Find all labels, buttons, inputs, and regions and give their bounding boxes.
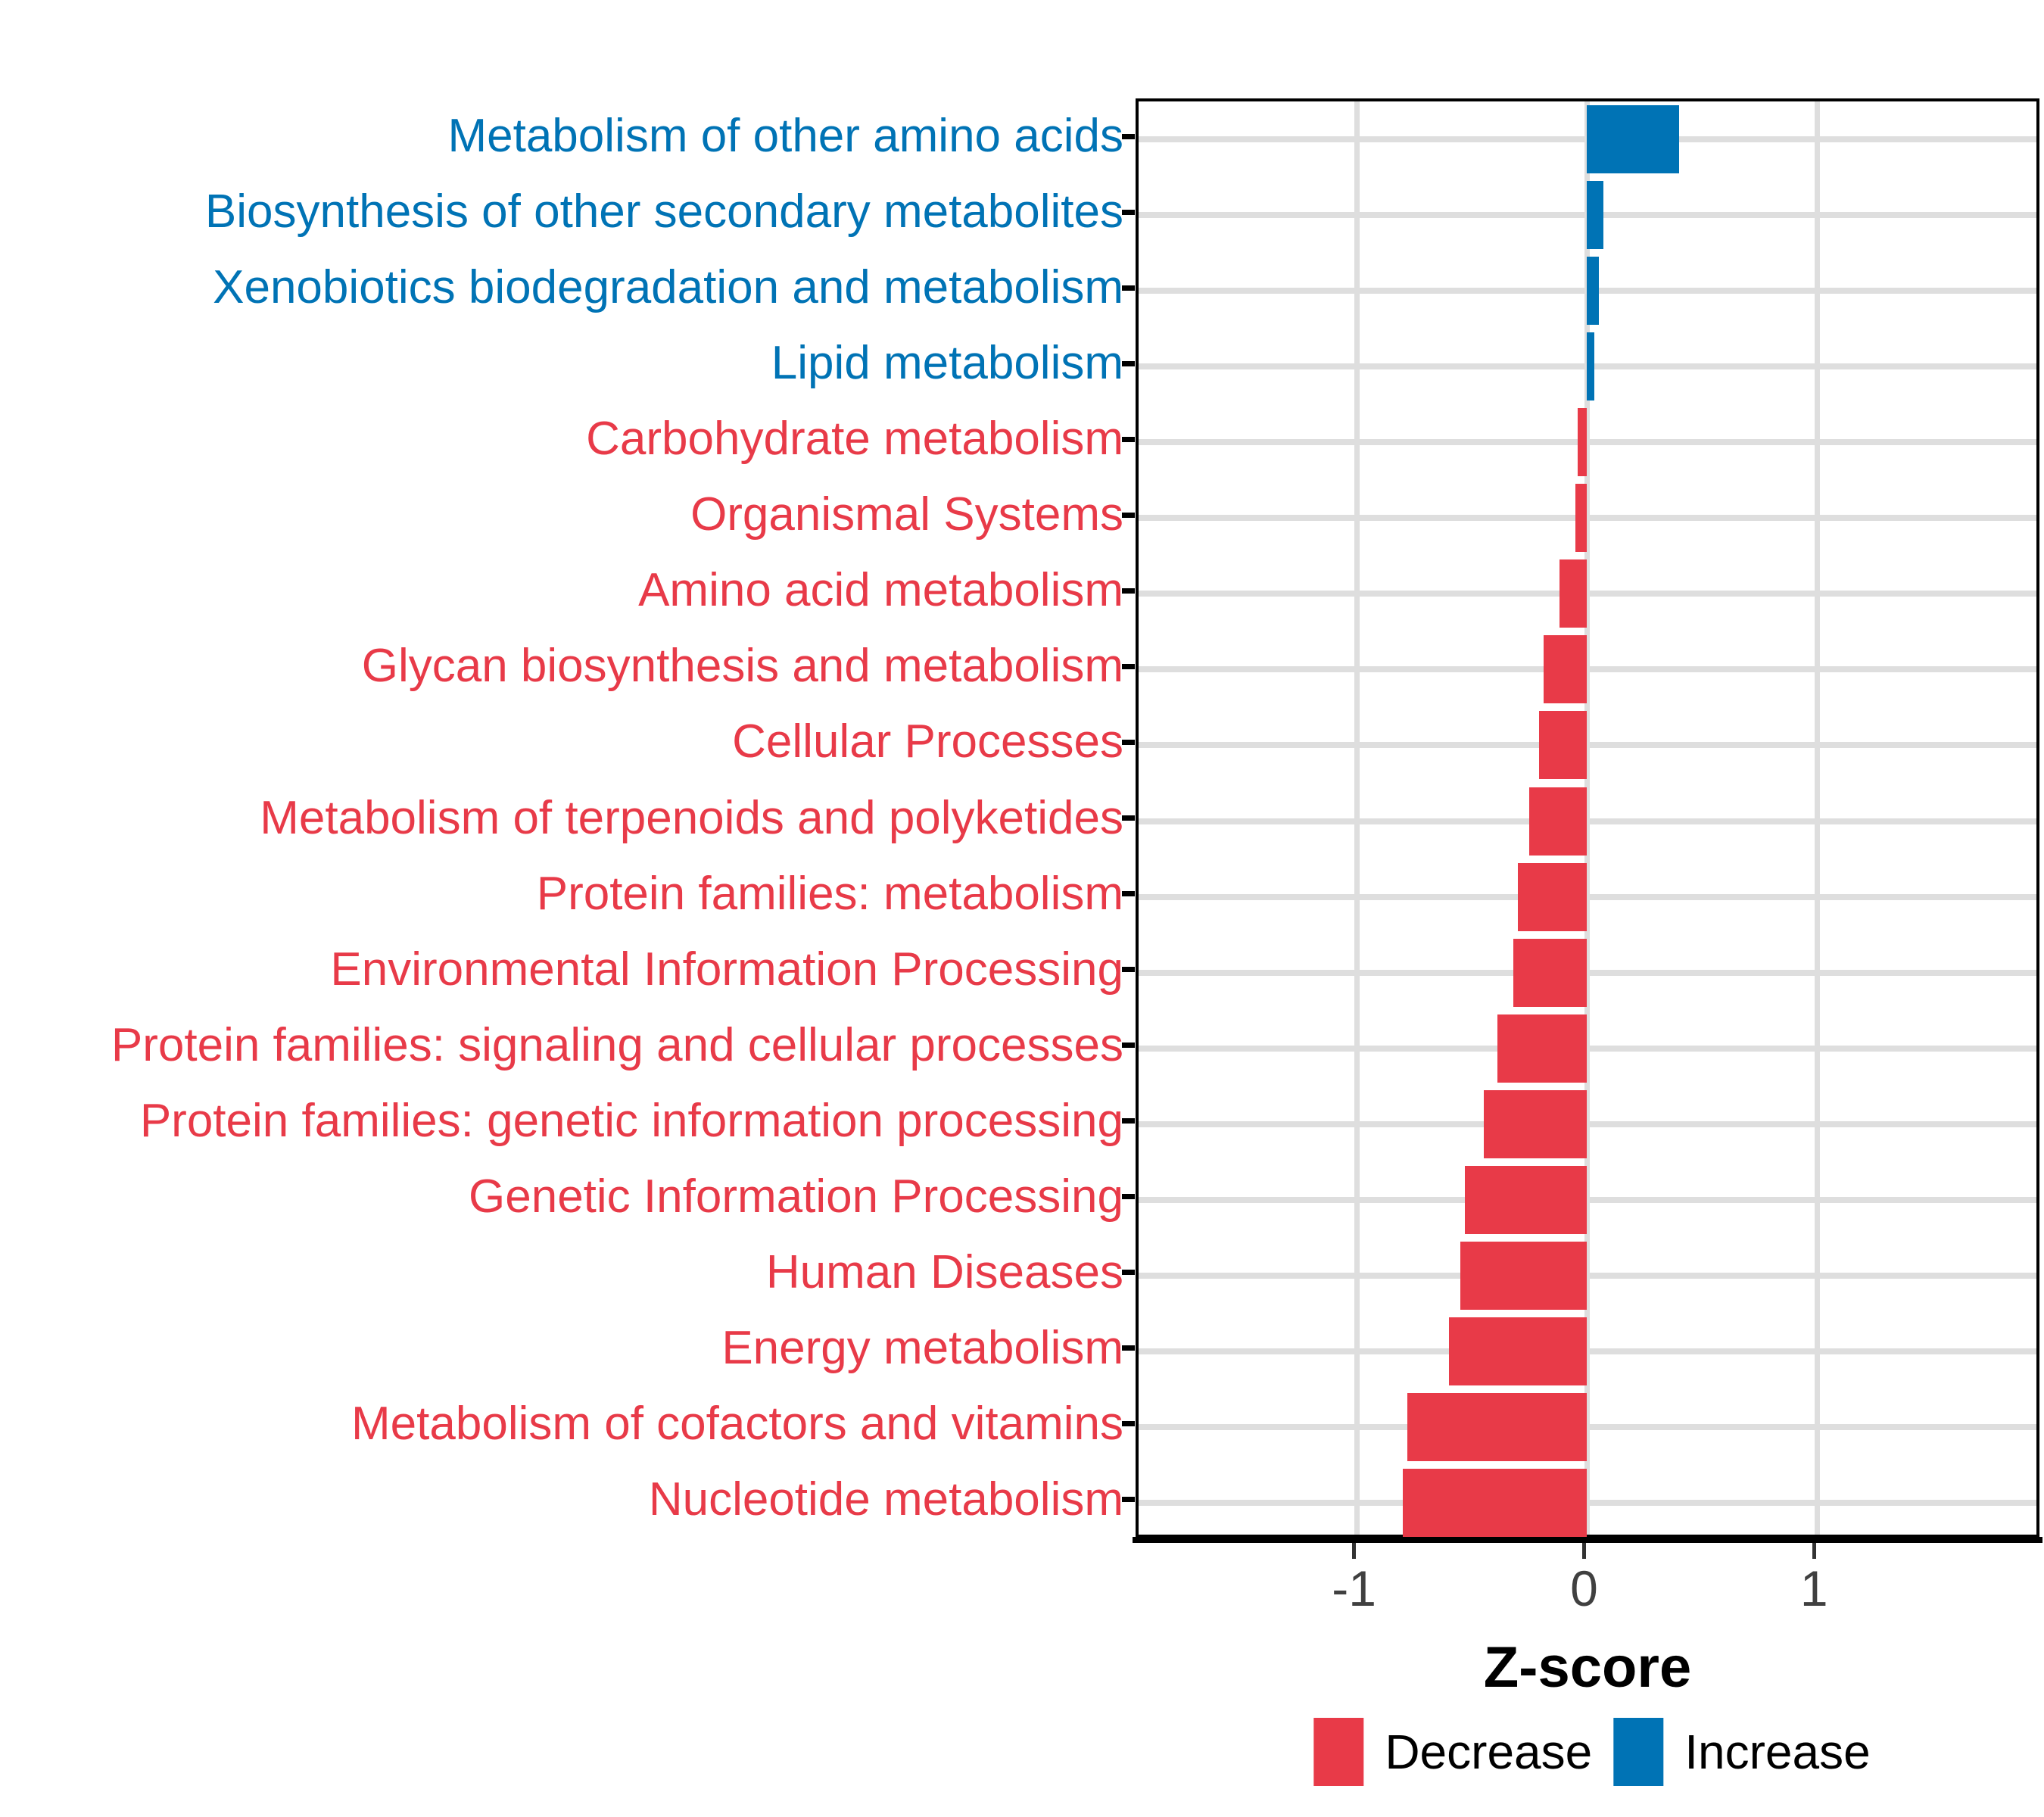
category-label: Energy metabolism — [721, 1321, 1123, 1374]
gridline-y — [1139, 818, 2036, 824]
x-tick — [1581, 1543, 1586, 1559]
bar-increase — [1587, 257, 1599, 326]
y-tick — [1122, 815, 1135, 821]
category-label: Protein families: metabolism — [536, 867, 1123, 920]
bar-increase — [1587, 105, 1679, 174]
y-tick — [1122, 1194, 1135, 1200]
y-tick — [1122, 1497, 1135, 1503]
y-tick — [1122, 436, 1135, 442]
category-label: Lipid metabolism — [771, 337, 1123, 390]
bar-decrease — [1449, 1317, 1588, 1385]
y-tick — [1122, 1043, 1135, 1049]
legend-label-decrease: Decrease — [1385, 1725, 1593, 1779]
category-label: Metabolism of cofactors and vitamins — [351, 1397, 1123, 1450]
bar-decrease — [1403, 1468, 1588, 1537]
category-label: Protein families: signaling and cellular… — [111, 1018, 1123, 1071]
bar-decrease — [1460, 1241, 1588, 1310]
bar-decrease — [1497, 1014, 1588, 1083]
plot-panel — [1136, 98, 2039, 1538]
category-label: Nucleotide metabolism — [648, 1473, 1123, 1526]
gridline-y — [1139, 515, 2036, 522]
legend-label-increase: Increase — [1684, 1725, 1871, 1779]
category-label: Carbohydrate metabolism — [586, 413, 1123, 466]
gridline-y — [1139, 1499, 2036, 1506]
y-tick — [1122, 739, 1135, 745]
legend-swatch-decrease-icon — [1313, 1718, 1364, 1786]
bar-decrease — [1529, 787, 1588, 856]
bar-decrease — [1578, 408, 1588, 477]
gridline-y — [1139, 1348, 2036, 1354]
gridline-y — [1139, 742, 2036, 749]
gridline-y — [1139, 1196, 2036, 1203]
y-tick — [1122, 663, 1135, 669]
bar-decrease — [1559, 559, 1588, 628]
category-label: Environmental Information Processing — [330, 943, 1123, 996]
y-tick — [1122, 1421, 1135, 1427]
category-label: Human Diseases — [765, 1245, 1123, 1298]
category-label: Cellular Processes — [732, 715, 1123, 768]
gridline-y — [1139, 666, 2036, 673]
category-label: Xenobiotics biodegradation and metabolis… — [213, 261, 1123, 314]
x-axis-line — [1133, 1537, 2042, 1543]
gridline-y — [1139, 591, 2036, 597]
y-tick — [1122, 891, 1135, 897]
bar-decrease — [1518, 862, 1588, 931]
y-tick — [1122, 587, 1135, 594]
gridline-y — [1139, 1045, 2036, 1052]
y-tick — [1122, 512, 1135, 518]
category-label: Protein families: genetic information pr… — [139, 1094, 1123, 1147]
category-label: Metabolism of terpenoids and polyketides — [260, 791, 1123, 844]
bar-decrease — [1538, 711, 1588, 780]
gridline-y — [1139, 1120, 2036, 1127]
gridline-y — [1139, 439, 2036, 446]
gridline-y — [1139, 1423, 2036, 1430]
y-tick — [1122, 285, 1135, 291]
gridline-y — [1139, 893, 2036, 900]
x-tick-label: -1 — [1332, 1560, 1376, 1616]
category-label: Metabolism of other amino acids — [447, 110, 1123, 163]
x-tick — [1352, 1543, 1357, 1559]
bar-decrease — [1483, 1089, 1588, 1158]
bar-increase — [1587, 332, 1594, 401]
x-axis-title: Z-score — [1483, 1635, 1692, 1700]
bar-decrease — [1407, 1392, 1588, 1461]
y-tick — [1122, 209, 1135, 215]
bar-decrease — [1575, 484, 1588, 553]
legend: Decrease Increase — [1313, 1714, 1871, 1790]
x-tick-label: 0 — [1570, 1560, 1598, 1616]
bar-increase — [1587, 181, 1603, 250]
y-tick — [1122, 1118, 1135, 1124]
category-label: Organismal Systems — [690, 488, 1123, 541]
y-tick — [1122, 133, 1135, 139]
y-tick — [1122, 1345, 1135, 1351]
x-tick-label: 1 — [1799, 1560, 1828, 1616]
bar-decrease — [1465, 1165, 1588, 1234]
x-tick — [1812, 1543, 1816, 1559]
category-label: Amino acid metabolism — [638, 564, 1123, 617]
category-label: Genetic Information Processing — [469, 1170, 1123, 1223]
y-tick — [1122, 1270, 1135, 1276]
bar-decrease — [1543, 635, 1588, 704]
bar-decrease — [1513, 938, 1588, 1007]
category-label: Biosynthesis of other secondary metaboli… — [204, 185, 1123, 238]
gridline-y — [1139, 1272, 2036, 1279]
y-tick — [1122, 360, 1135, 366]
gridline-y — [1139, 969, 2036, 976]
legend-swatch-increase-icon — [1613, 1718, 1664, 1786]
category-label: Glycan biosynthesis and metabolism — [361, 640, 1123, 693]
y-tick — [1122, 967, 1135, 973]
